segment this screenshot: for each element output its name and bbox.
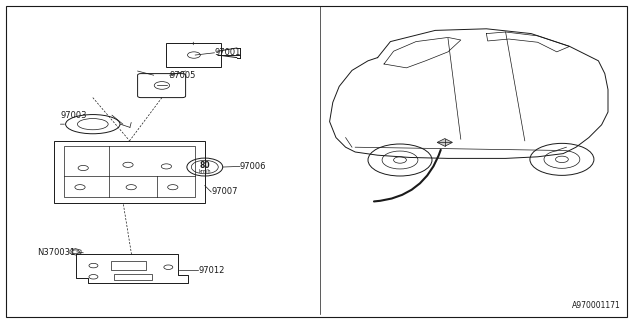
Text: 97012: 97012 bbox=[198, 266, 225, 275]
Text: 97005: 97005 bbox=[170, 71, 196, 80]
Text: 97006: 97006 bbox=[240, 162, 266, 171]
Text: 80: 80 bbox=[200, 161, 210, 170]
Text: km/h: km/h bbox=[198, 168, 211, 173]
Text: 97001: 97001 bbox=[214, 48, 241, 57]
Text: A970001171: A970001171 bbox=[572, 301, 621, 310]
Text: 97003: 97003 bbox=[61, 111, 87, 120]
Text: 97007: 97007 bbox=[211, 188, 237, 196]
Text: N370031: N370031 bbox=[37, 248, 76, 257]
